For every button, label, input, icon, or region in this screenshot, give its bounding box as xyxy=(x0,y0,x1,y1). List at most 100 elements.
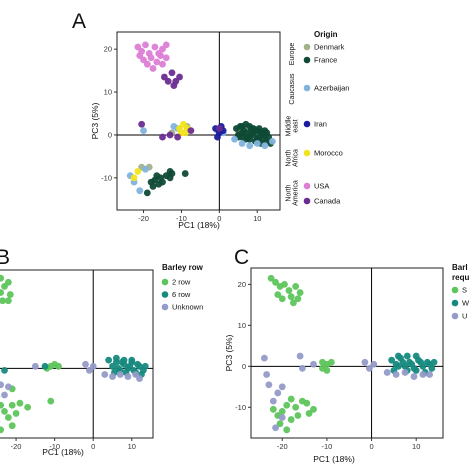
y-tick-label: 20 xyxy=(238,280,246,289)
data-point-u xyxy=(298,364,306,372)
legend-swatch xyxy=(303,120,311,128)
data-point-u xyxy=(278,383,286,391)
legend-entry-label: Unknown xyxy=(172,303,203,312)
legend-group-label: North xyxy=(286,149,293,166)
data-point-u xyxy=(296,352,304,360)
x-axis-label: PC1 (18%) xyxy=(313,454,355,464)
data-point-2-row xyxy=(0,401,5,409)
x-tick-label: 0 xyxy=(369,442,373,451)
data-point-2-row xyxy=(1,407,8,415)
data-point-w xyxy=(412,367,420,374)
y-tick-label: 10 xyxy=(104,88,112,97)
data-point-2-row xyxy=(8,422,16,430)
x-tick-label: -20 xyxy=(11,442,22,451)
legend-entry-label: U xyxy=(462,312,467,321)
data-point-6-row xyxy=(141,362,149,370)
data-point-u xyxy=(370,360,378,368)
data-point-w xyxy=(394,362,402,370)
data-point-s xyxy=(276,420,284,428)
data-point-u xyxy=(365,364,373,372)
legend-swatch xyxy=(451,299,459,307)
data-point-s xyxy=(292,283,300,290)
data-point-u xyxy=(269,397,277,405)
data-point-s xyxy=(287,293,295,301)
plot-frame xyxy=(0,269,154,439)
data-point-morocco xyxy=(181,129,189,137)
panel-c: -20 -10 0 10 -10 0 10 20 PC1 (18%) PC3 (5%) C Barlr… xyxy=(224,246,470,464)
legend-entry-label: Denmark xyxy=(314,43,345,52)
data-point-2-row xyxy=(8,401,16,409)
data-point-6-row xyxy=(1,366,8,374)
data-point-w xyxy=(412,352,420,360)
plot-frame xyxy=(116,31,281,211)
legend-title-line2: requ xyxy=(452,273,469,282)
data-point-azerbaijan xyxy=(142,165,149,173)
legend-swatch xyxy=(161,291,169,298)
data-point-u xyxy=(361,358,369,366)
legend-swatch xyxy=(303,43,311,51)
data-point-usa xyxy=(142,41,149,49)
data-point-6-row xyxy=(134,360,141,368)
data-point-unknown xyxy=(124,373,132,380)
data-point-s xyxy=(283,426,291,434)
legend-group-label: Europe xyxy=(289,43,296,66)
data-point-azerbaijan xyxy=(253,140,261,147)
legend-group-label: Middle xyxy=(286,116,293,137)
panel-letter: A xyxy=(72,10,86,33)
data-point-canada xyxy=(187,127,195,135)
data-point-2-row xyxy=(12,410,20,417)
data-point-s xyxy=(272,278,279,286)
legend-group-label: Africa xyxy=(293,149,300,167)
data-point-unknown xyxy=(0,381,5,389)
data-point-w xyxy=(430,358,438,366)
data-point-6-row xyxy=(128,356,136,364)
data-point-2-row xyxy=(55,362,62,370)
data-point-2-row xyxy=(0,274,5,282)
data-point-iran xyxy=(214,133,221,141)
legend-entry-label: Azerbaijan xyxy=(314,84,349,93)
data-point-2-row xyxy=(4,278,12,286)
legend-entry-label: 6 row xyxy=(172,290,191,299)
data-point-unknown xyxy=(1,391,8,399)
data-point-usa xyxy=(162,54,170,62)
x-tick-label: -10 xyxy=(321,442,332,451)
data-point-azerbaijan xyxy=(269,137,276,145)
data-point-canada xyxy=(164,77,172,85)
data-point-6-row xyxy=(105,356,113,364)
data-point-2-row xyxy=(6,291,14,298)
data-point-france xyxy=(238,122,246,130)
data-point-2-row xyxy=(47,397,55,405)
data-point-w xyxy=(408,360,416,368)
y-axis-label: PC3 (5%) xyxy=(90,102,100,139)
data-point-canada xyxy=(215,125,223,132)
data-point-canada xyxy=(168,69,176,77)
data-point-usa xyxy=(162,41,170,49)
data-point-u xyxy=(392,371,400,378)
data-point-6-row xyxy=(112,354,120,362)
y-axis-label: PC3 (5%) xyxy=(224,334,234,371)
x-axis-label: PC1 (18%) xyxy=(178,220,220,230)
data-point-unknown xyxy=(136,375,143,382)
legend-swatch xyxy=(303,149,311,157)
data-point-s xyxy=(296,289,304,296)
y-tick-label: -10 xyxy=(101,173,112,182)
data-point-s xyxy=(292,403,300,411)
legend-swatch xyxy=(303,182,311,190)
x-tick-label: 10 xyxy=(253,214,261,223)
y-tick-label: 0 xyxy=(242,362,246,371)
x-tick-label: -20 xyxy=(138,214,149,223)
data-point-unknown xyxy=(82,360,89,368)
legend-group-label: east xyxy=(293,119,300,132)
data-point-6-row xyxy=(41,362,49,370)
data-point-s xyxy=(294,412,302,419)
panel-a: -20 -10 0 10 -10 0 10 20 PC1 (18%) PC3 (5%) A Origi… xyxy=(72,10,349,230)
data-point-france xyxy=(151,176,159,184)
data-point-6-row xyxy=(120,356,128,364)
data-point-s xyxy=(310,405,317,413)
panel-letter: C xyxy=(234,246,249,269)
data-point-u xyxy=(274,389,282,397)
data-point-usa xyxy=(151,43,159,51)
data-point-u xyxy=(310,360,317,368)
legend-entry-label: USA xyxy=(314,182,329,191)
data-point-s xyxy=(283,401,291,409)
